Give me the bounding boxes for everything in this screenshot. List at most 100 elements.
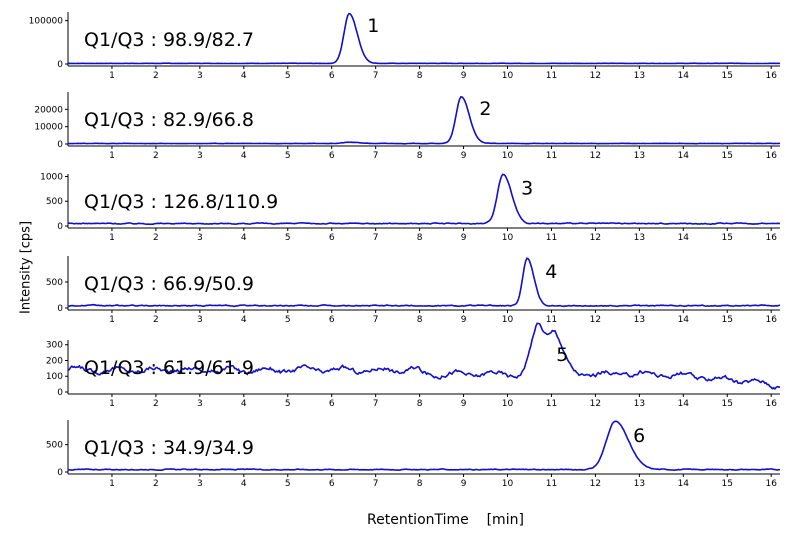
x-tick-label: 3 [197,71,203,81]
x-tick-label: 2 [153,315,159,325]
x-tick-label: 10 [502,233,514,243]
chromatogram-trace [67,420,781,472]
x-tick-label: 12 [590,399,601,409]
x-tick-label: 16 [765,151,777,161]
x-tick-label: 6 [329,151,335,161]
x-tick-label: 3 [197,151,203,161]
y-tick-label: 0 [57,304,63,314]
x-tick-label: 7 [373,233,379,243]
x-tick-label: 14 [678,233,690,243]
x-tick-label: 14 [678,71,690,81]
transition-label: Q1/Q3 : 34.9/34.9 [84,437,254,459]
x-tick-label: 5 [285,151,291,161]
y-tick-label: 100 [46,372,63,382]
x-tick-label: 8 [417,315,423,325]
y-tick-label: 200 [46,356,63,366]
x-axis-unit: [min] [486,512,524,528]
x-tick-label: 10 [502,151,514,161]
x-tick-label: 15 [722,233,733,243]
y-tick-label: 1000 [40,172,63,182]
x-tick-label: 3 [197,399,203,409]
transition-label: Q1/Q3 : 82.9/66.8 [84,109,254,131]
x-tick-label: 5 [285,233,291,243]
x-tick-label: 2 [153,479,159,489]
x-tick-label: 10 [502,71,514,81]
x-tick-label: 10 [502,479,514,489]
x-tick-label: 7 [373,399,379,409]
chromatogram-trace [67,322,780,391]
x-tick-label: 16 [765,315,777,325]
y-tick-label: 500 [46,197,63,207]
y-tick-label: 20000 [34,105,63,115]
y-tick-label: 500 [46,278,63,288]
y-tick-label: 10000 [34,123,63,133]
x-tick-label: 8 [417,233,423,243]
x-tick-label: 15 [722,315,733,325]
x-tick-label: 6 [329,71,335,81]
y-tick-label: 0 [57,468,63,478]
x-tick-label: 4 [241,71,247,81]
y-tick-label: 100000 [29,17,64,27]
x-tick-label: 14 [678,151,690,161]
x-tick-label: 5 [285,479,291,489]
x-tick-label: 11 [546,151,557,161]
x-tick-label: 9 [461,71,467,81]
y-tick-label: 0 [57,140,63,150]
y-tick-label: 0 [57,222,63,232]
y-axis-label: Intensity [cps] [16,221,36,314]
x-tick-label: 11 [546,71,557,81]
x-tick-label: 12 [590,479,601,489]
x-tick-label: 6 [329,479,335,489]
x-tick-label: 6 [329,399,335,409]
x-tick-label: 9 [461,315,467,325]
x-tick-label: 13 [634,151,645,161]
x-tick-label: 5 [285,315,291,325]
x-tick-label: 9 [461,399,467,409]
x-tick-label: 7 [373,479,379,489]
x-tick-label: 4 [241,151,247,161]
x-tick-label: 8 [417,71,423,81]
x-tick-label: 11 [546,399,557,409]
x-tick-label: 11 [546,315,557,325]
x-tick-label: 5 [285,71,291,81]
chromatogram-trace [68,173,781,226]
x-tick-label: 9 [461,151,467,161]
x-tick-label: 16 [765,233,777,243]
x-tick-label: 15 [722,151,733,161]
x-tick-label: 1 [109,479,115,489]
y-axis-label-text: Intensity [cps] [18,220,34,315]
x-tick-label: 11 [546,233,557,243]
x-tick-label: 13 [634,233,645,243]
x-tick-label: 15 [722,479,733,489]
x-tick-label: 6 [329,315,335,325]
x-tick-label: 1 [109,71,115,81]
x-tick-label: 15 [722,71,733,81]
x-tick-label: 13 [634,71,645,81]
transition-label: Q1/Q3 : 61.9/61.9 [84,357,254,379]
x-tick-label: 5 [285,399,291,409]
x-tick-label: 10 [502,399,514,409]
x-tick-label: 7 [373,315,379,325]
x-tick-label: 9 [461,479,467,489]
x-tick-label: 4 [241,399,247,409]
x-tick-label: 14 [678,479,690,489]
peak-number-label: 6 [633,425,645,447]
transition-label: Q1/Q3 : 98.9/82.7 [84,29,254,51]
transition-label: Q1/Q3 : 66.9/50.9 [84,273,254,295]
x-tick-label: 16 [765,71,777,81]
x-tick-label: 6 [329,233,335,243]
y-tick-label: 300 [46,341,63,351]
x-tick-label: 1 [109,151,115,161]
peak-number-label: 4 [545,261,557,283]
peak-number-label: 5 [556,344,568,366]
x-tick-label: 1 [109,233,115,243]
x-tick-label: 7 [373,151,379,161]
x-tick-label: 2 [153,399,159,409]
chromatogram-trace [67,12,781,65]
x-tick-label: 12 [590,315,601,325]
x-tick-label: 16 [765,399,777,409]
x-tick-label: 4 [241,233,247,243]
peak-number-label: 1 [367,15,379,37]
x-tick-label: 14 [678,399,690,409]
